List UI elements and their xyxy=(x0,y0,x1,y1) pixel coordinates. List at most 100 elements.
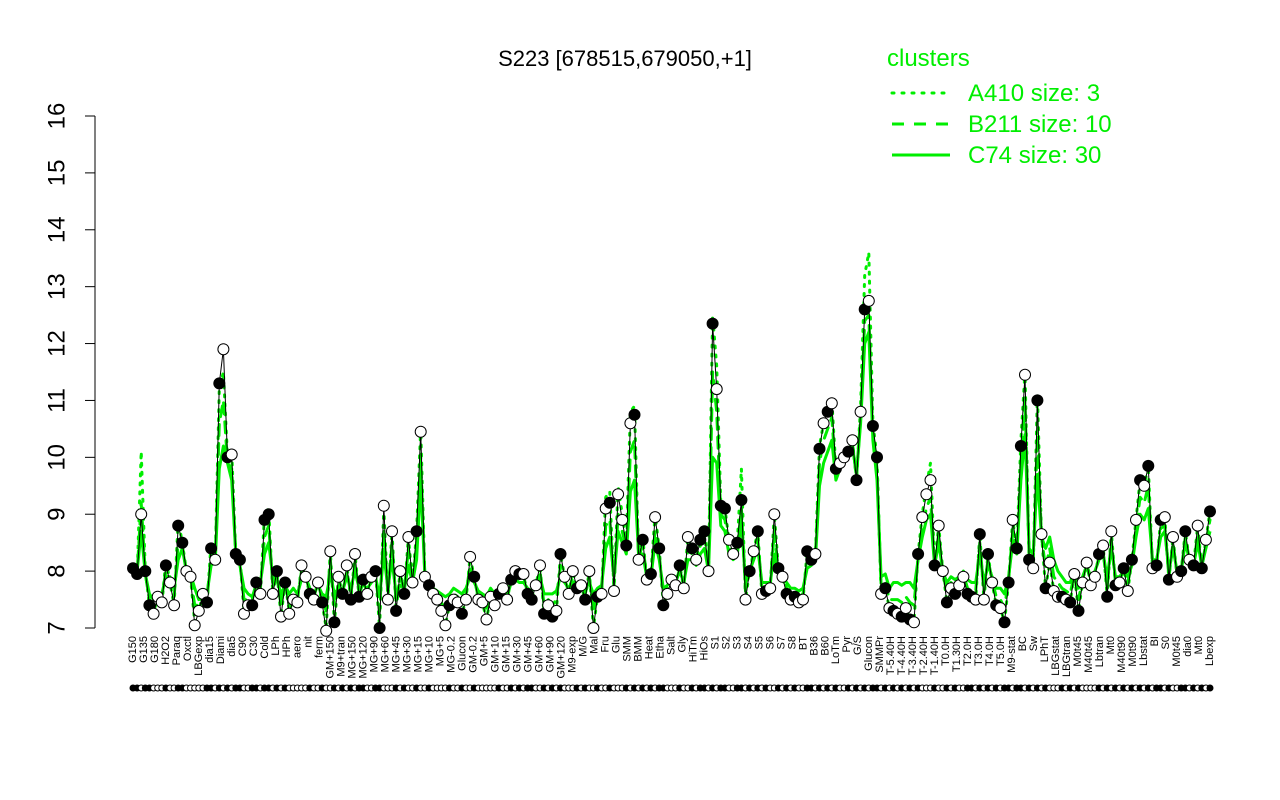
data-point xyxy=(139,565,152,578)
data-point xyxy=(1097,539,1110,552)
x-tick-label: M9-stat xyxy=(1006,636,1018,673)
data-point xyxy=(1072,604,1085,617)
data-point xyxy=(579,593,592,606)
data-point xyxy=(1080,556,1093,569)
data-point xyxy=(595,587,608,600)
x-tick-label: M9-exp xyxy=(567,636,579,673)
data-point xyxy=(1101,590,1114,603)
y-tick-label: 15 xyxy=(43,160,70,187)
data-point xyxy=(681,531,694,543)
data-point xyxy=(603,496,616,509)
x-tick-label: S8 xyxy=(786,636,798,649)
y-tick-label: 14 xyxy=(43,216,70,243)
x-tick-label: MG+150 xyxy=(347,636,359,679)
data-point xyxy=(410,525,423,538)
x-tick-label: S1 xyxy=(709,636,721,649)
x-tick-label: GM-0.2 xyxy=(468,636,480,673)
x-tick-label: GM+15 xyxy=(501,636,513,672)
x-tick-label: Cold xyxy=(259,636,271,659)
y-tick-label: 16 xyxy=(43,103,70,130)
x-tick-label: LPhT xyxy=(1039,636,1051,663)
data-point xyxy=(776,570,789,583)
x-tick-label: GM+45 xyxy=(523,636,535,672)
data-point xyxy=(254,587,267,600)
x-tick-label: Mal xyxy=(589,636,601,654)
rug-tick xyxy=(1206,684,1214,692)
data-point xyxy=(1179,525,1192,538)
data-point xyxy=(246,599,259,612)
data-point xyxy=(850,474,863,487)
x-tick-label: MG+45 xyxy=(391,636,403,672)
data-point xyxy=(398,587,411,600)
data-point xyxy=(1002,576,1015,589)
data-point xyxy=(846,434,859,447)
data-point xyxy=(1043,556,1056,569)
x-tick-label: S0 xyxy=(1160,636,1172,649)
x-tick-label: Lbexp xyxy=(1204,636,1216,666)
data-point xyxy=(369,565,382,578)
data-point xyxy=(217,343,230,356)
x-tick-label: LBGexp xyxy=(193,636,205,676)
x-tick-label: GM+120 xyxy=(556,636,568,679)
chart-title: S223 [678515,679050,+1] xyxy=(498,46,752,71)
data-point xyxy=(1191,519,1204,532)
data-point xyxy=(464,550,477,563)
data-point xyxy=(928,559,941,572)
x-tick-label: Lbstat xyxy=(1138,636,1150,666)
data-point xyxy=(1027,562,1040,575)
data-point xyxy=(262,508,275,521)
data-point xyxy=(501,593,514,606)
data-point xyxy=(1167,531,1179,543)
x-tick-label: T4.0H xyxy=(984,636,996,666)
x-tick-label: Mt0 xyxy=(1193,636,1205,654)
data-point xyxy=(727,548,740,560)
x-tick-label: Pyr xyxy=(841,636,853,653)
legend-label-b211: B211 size: 10 xyxy=(968,111,1112,138)
data-point xyxy=(698,525,711,538)
data-point xyxy=(192,604,205,617)
data-point xyxy=(394,565,407,578)
x-tick-label: MG+10 xyxy=(424,636,436,672)
data-point xyxy=(690,553,703,566)
data-point xyxy=(1130,513,1142,526)
x-tick-label: HPh xyxy=(281,636,293,657)
data-point xyxy=(554,548,567,560)
x-tick-label: GM+90 xyxy=(545,636,557,672)
data-point xyxy=(460,593,472,606)
data-point xyxy=(336,587,349,600)
x-tick-label: Lbtran xyxy=(1094,636,1106,667)
x-tick-label: MG+5 xyxy=(435,636,447,666)
data-point xyxy=(932,519,945,532)
data-point xyxy=(1158,511,1171,524)
x-tick-label: dia15 xyxy=(204,636,216,663)
x-tick-label: M/G xyxy=(578,636,590,657)
x-tick-label: C90 xyxy=(237,636,249,656)
sample-points xyxy=(127,294,1216,637)
data-point xyxy=(176,536,189,549)
legend-label-c74: C74 size: 30 xyxy=(968,142,1101,169)
data-point xyxy=(862,294,875,307)
x-tick-label: SMM xyxy=(621,636,633,662)
data-point xyxy=(842,445,855,458)
data-point xyxy=(912,548,925,560)
y-tick-label: 7 xyxy=(43,621,70,634)
x-tick-label: GM+5 xyxy=(479,636,491,666)
data-point xyxy=(649,511,662,524)
data-point xyxy=(1064,596,1077,609)
data-point xyxy=(1068,568,1081,580)
data-point xyxy=(686,542,699,555)
data-point xyxy=(233,553,246,566)
x-tick-label: M40t45 xyxy=(1083,636,1095,673)
data-point xyxy=(632,553,645,566)
data-point xyxy=(731,536,744,549)
x-tick-label: G150 xyxy=(127,636,139,663)
data-point xyxy=(542,599,555,612)
data-point xyxy=(657,599,670,612)
x-tick-label: MG+90 xyxy=(369,636,381,672)
data-point xyxy=(476,596,489,609)
data-point xyxy=(406,576,419,589)
data-point xyxy=(735,494,748,506)
y-axis: 7 8 9 10 11 12 13 14 15 16 xyxy=(43,103,96,635)
x-tick-label: LBGtran xyxy=(1061,636,1073,677)
